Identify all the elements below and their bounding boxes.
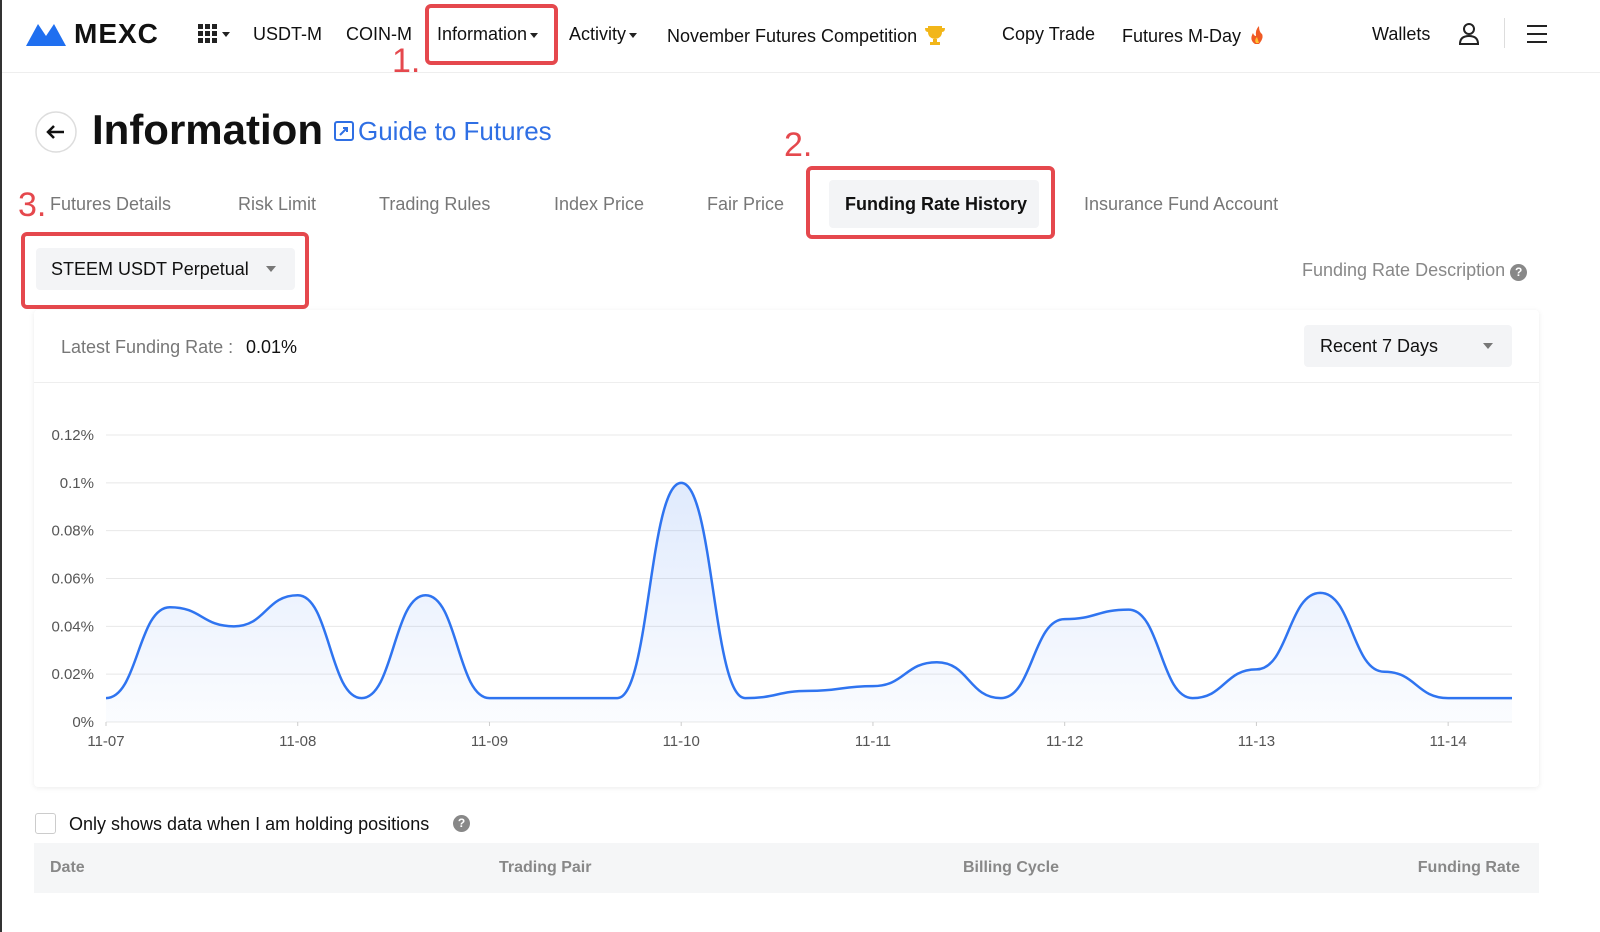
checkbox[interactable] [35, 813, 56, 834]
logo[interactable]: MEXC [74, 18, 159, 49]
trophy-icon [925, 26, 946, 45]
y-tick-label: 0.1% [60, 475, 94, 492]
y-tick-label: 0% [72, 714, 94, 731]
range-text: Recent 7 Days [1320, 336, 1439, 356]
nav-bar: MEXC Wallets [2, 0, 1600, 73]
y-tick-label: 0.02% [51, 666, 94, 683]
tab-text[interactable]: Futures Details [50, 194, 172, 214]
table-column-text: Trading Pair [499, 859, 592, 876]
link-text[interactable]: Funding Rate Description [1302, 260, 1506, 280]
y-tick-label: 0.12% [51, 427, 94, 444]
table-column: Billing Cycle [963, 859, 1059, 877]
highlight-box [806, 166, 1055, 239]
page-title: Information [92, 106, 323, 153]
x-tick-label: 11-10 [663, 733, 700, 750]
tab[interactable]: Insurance Fund Account [1084, 194, 1278, 215]
annotation: 2. [784, 126, 813, 164]
table-column-text: Funding Rate [1417, 859, 1520, 876]
back-button[interactable] [34, 110, 78, 154]
x-tick-label: 11-08 [279, 733, 316, 750]
nav-item[interactable]: Copy Trade [1002, 24, 1095, 45]
table-column: Trading Pair [499, 859, 591, 877]
description-link[interactable]: Funding Rate Description ? [1302, 260, 1528, 281]
nav-item[interactable]: Futures M-Day [1122, 24, 1271, 47]
menu-icon[interactable] [1526, 24, 1548, 44]
nav-item-text[interactable]: November Futures Competition [667, 26, 918, 46]
x-tick-label: 11-07 [87, 733, 124, 750]
contract-select[interactable]: STEEM USDT Perpetual [36, 248, 295, 290]
y-tick-label: 0.06% [51, 571, 94, 588]
nav-item-text[interactable]: USDT-M [253, 24, 322, 44]
tab-text[interactable]: Index Price [554, 194, 645, 214]
wallets[interactable]: Wallets [1372, 24, 1431, 44]
nav-item[interactable]: Activity [569, 24, 638, 45]
caret [1483, 343, 1493, 349]
x-tick-label: 11-09 [471, 733, 508, 750]
area [106, 482, 1512, 722]
fire-icon [1251, 26, 1263, 44]
tab[interactable]: Risk Limit [238, 194, 316, 215]
divider [34, 382, 1539, 383]
highlight-box [425, 4, 558, 65]
logo-icon [26, 24, 66, 46]
tab[interactable]: Fair Price [707, 194, 784, 215]
tab[interactable]: Funding Rate History [845, 194, 1027, 215]
table-column: Funding Rate [1418, 859, 1520, 877]
nav-item-text[interactable]: Activity [569, 24, 627, 44]
x-tick-label: 11-12 [1046, 733, 1083, 750]
caret [266, 266, 276, 272]
help-icon: ? [453, 815, 470, 832]
user-icon[interactable] [1458, 22, 1480, 46]
y-tick-label: 0.04% [51, 618, 94, 635]
tab-text[interactable]: Trading Rules [379, 194, 491, 214]
highlight-box [21, 232, 309, 309]
divider [1504, 18, 1505, 48]
table-column: Date [50, 859, 85, 877]
table-column-text: Date [50, 859, 85, 876]
nav-item[interactable]: COIN-M [346, 24, 412, 45]
nav-item[interactable]: USDT-M [253, 24, 322, 45]
table-column-text: Billing Cycle [963, 859, 1060, 876]
caret [629, 32, 638, 38]
guide-icon[interactable] [334, 121, 356, 143]
nav-item-text[interactable]: Information [437, 24, 528, 44]
contract-name: STEEM USDT Perpetual [51, 259, 249, 279]
annotation: 3. [18, 186, 47, 224]
latest-label: Latest Funding Rate : [61, 337, 234, 357]
x-tick-label: 11-11 [855, 733, 891, 750]
help-icon: ? [1510, 264, 1528, 281]
active-tab-bg [829, 180, 1039, 228]
caret [530, 32, 539, 38]
apps-icon[interactable] [198, 24, 234, 46]
checkbox-label[interactable]: Only shows data when I am holding positi… [69, 814, 430, 834]
tab[interactable]: Trading Rules [379, 194, 490, 215]
nav-item-text[interactable]: Copy Trade [1002, 24, 1096, 44]
table-header [34, 843, 1539, 893]
tab[interactable]: Index Price [554, 194, 644, 215]
tab-text[interactable]: Insurance Fund Account [1084, 194, 1279, 214]
tab-text[interactable]: Risk Limit [238, 194, 317, 214]
guide-link[interactable]: Guide to Futures [358, 116, 552, 146]
tab[interactable]: Futures Details [50, 194, 171, 215]
y-tick-label: 0.08% [51, 523, 94, 540]
x-tick-label: 11-14 [1430, 733, 1467, 750]
nav-item[interactable]: November Futures Competition [667, 24, 947, 47]
tab-text[interactable]: Funding Rate History [845, 194, 1028, 214]
tab-text[interactable]: Fair Price [707, 194, 785, 214]
nav-item-text[interactable]: COIN-M [346, 24, 412, 44]
latest-value: 0.01% [246, 337, 298, 357]
range-select[interactable]: Recent 7 Days [1304, 325, 1512, 367]
x-tick-label: 11-13 [1238, 733, 1275, 750]
annotation: 1. [392, 42, 421, 80]
line [105, 481, 1512, 700]
nav-item-text[interactable]: Futures M-Day [1122, 26, 1242, 46]
nav-item[interactable]: Information [437, 24, 539, 45]
